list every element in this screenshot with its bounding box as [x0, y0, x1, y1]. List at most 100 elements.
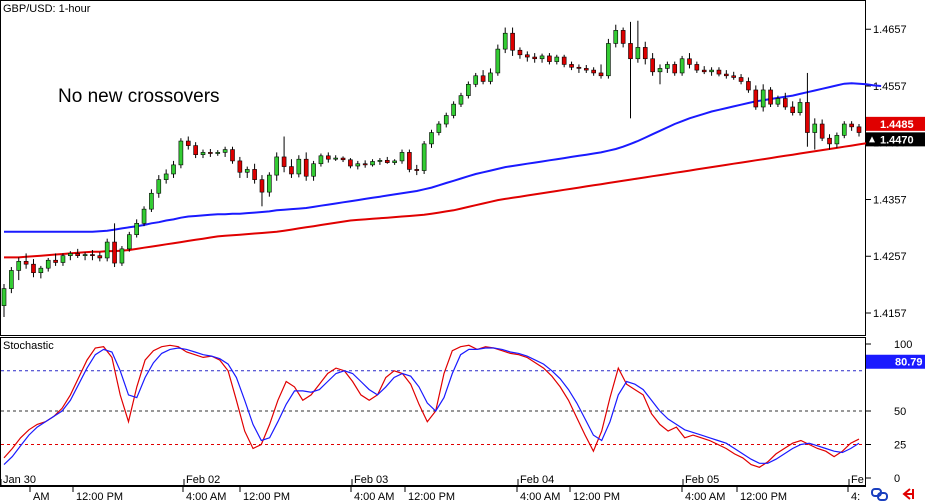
- candle-up: [82, 254, 88, 256]
- candle-down: [303, 158, 309, 177]
- candle-up: [296, 158, 302, 175]
- candle-up: [38, 267, 44, 274]
- stochastic-axis-ticks: 0 25 50 100: [1, 339, 912, 485]
- candle-up: [370, 161, 375, 166]
- candle-up: [222, 149, 228, 153]
- candle-down: [628, 43, 633, 60]
- candle-up: [392, 160, 397, 163]
- stochastic-tick-label: 0: [894, 473, 900, 485]
- candle-down: [782, 98, 788, 108]
- stochastic-tick-label: 100: [894, 339, 912, 351]
- price-tick-label: 1.4257: [873, 251, 907, 263]
- price-tags: 1.4485 1.4470: [866, 116, 925, 147]
- candle-up: [9, 270, 14, 289]
- stochastic-panel: 0 25 50 100 80.79 Stochastic: [0, 337, 925, 486]
- candle-down: [252, 169, 257, 180]
- candle-up: [119, 248, 125, 264]
- candle-down: [75, 253, 81, 256]
- candle-up: [841, 123, 847, 136]
- candle-up: [163, 173, 169, 180]
- candle-down: [642, 47, 648, 60]
- candle-down: [598, 72, 604, 77]
- candle-up: [436, 123, 442, 133]
- x-time-label: 12:00 PM: [243, 491, 290, 503]
- x-time-label: 12:00 PM: [76, 491, 123, 503]
- candle-down: [326, 155, 331, 160]
- candle-down: [753, 89, 759, 108]
- candle-down: [340, 157, 346, 161]
- candle-down: [547, 55, 552, 62]
- price-panel-frame: [0, 0, 866, 336]
- candle-down: [672, 64, 678, 74]
- candle-down: [259, 179, 265, 193]
- candle-up: [318, 155, 324, 165]
- x-time-label: 12:00 PM: [573, 491, 620, 503]
- candle-down: [576, 66, 582, 69]
- candle-down: [185, 140, 191, 146]
- candle-down: [724, 73, 729, 77]
- candle-down: [849, 123, 854, 128]
- candle-up: [127, 234, 132, 250]
- candle-up: [760, 89, 766, 108]
- candle-up: [451, 103, 456, 116]
- candle-down: [768, 89, 773, 105]
- price-tick-label: 1.4657: [873, 24, 907, 36]
- candle-down: [208, 152, 213, 154]
- candle-up: [473, 75, 479, 85]
- candles: [1, 20, 862, 317]
- candle-up: [488, 72, 493, 82]
- x-date-label: Jan 30: [3, 474, 36, 486]
- candle-up: [45, 259, 51, 269]
- candle-up: [613, 30, 619, 44]
- price-tag-bg: [866, 132, 925, 147]
- candle-down: [650, 58, 655, 73]
- candle-up: [178, 140, 184, 166]
- stochastic-tags: 80.79: [866, 354, 925, 369]
- candle-down: [805, 102, 810, 133]
- candle-up: [429, 132, 434, 145]
- candle-down: [414, 169, 420, 171]
- price-tag-arrow: [869, 136, 875, 143]
- candle-down: [716, 69, 722, 75]
- candle-up: [458, 95, 464, 105]
- candle-up: [775, 98, 781, 105]
- candle-up: [539, 55, 545, 60]
- candle-up: [679, 58, 685, 74]
- candle-up: [812, 123, 818, 133]
- x-time-label: 4:00 AM: [186, 491, 226, 503]
- candle-down: [694, 64, 700, 71]
- candle-up: [797, 102, 803, 113]
- moving-average-1: [4, 82, 882, 233]
- candle-down: [97, 255, 103, 259]
- candle-up: [171, 164, 176, 175]
- x-date-label: Feb 02: [186, 474, 220, 486]
- candle-up: [149, 192, 154, 210]
- candle-down: [289, 166, 294, 175]
- chain-link-icon[interactable]: [871, 488, 888, 501]
- x-axis: Jan 30 Feb 02 Feb 03 Feb 04 Feb 05 Fe AM 12:00 …: [0, 474, 866, 503]
- candle-up: [200, 152, 206, 155]
- candle-down: [561, 56, 567, 65]
- candle-up: [68, 253, 73, 256]
- candle-up: [104, 241, 110, 259]
- candle-up: [606, 43, 611, 77]
- candle-up: [215, 152, 221, 154]
- price-tick-label: 1.4557: [873, 81, 907, 93]
- x-time-label: AM: [33, 491, 50, 503]
- candle-down: [819, 123, 825, 139]
- candle-up: [267, 174, 272, 193]
- candle-down: [731, 75, 736, 78]
- candle-down: [23, 261, 29, 265]
- candle-down: [525, 54, 530, 58]
- candle-down: [384, 160, 390, 163]
- price-tag-label: 1.4470: [880, 134, 914, 146]
- candle-down: [90, 254, 95, 256]
- candle-up: [377, 160, 383, 162]
- candle-down: [701, 69, 707, 73]
- arrow-left-bar-icon[interactable]: [902, 488, 914, 500]
- candle-down: [620, 30, 626, 44]
- candle-down: [348, 159, 353, 167]
- candle-up: [466, 83, 471, 96]
